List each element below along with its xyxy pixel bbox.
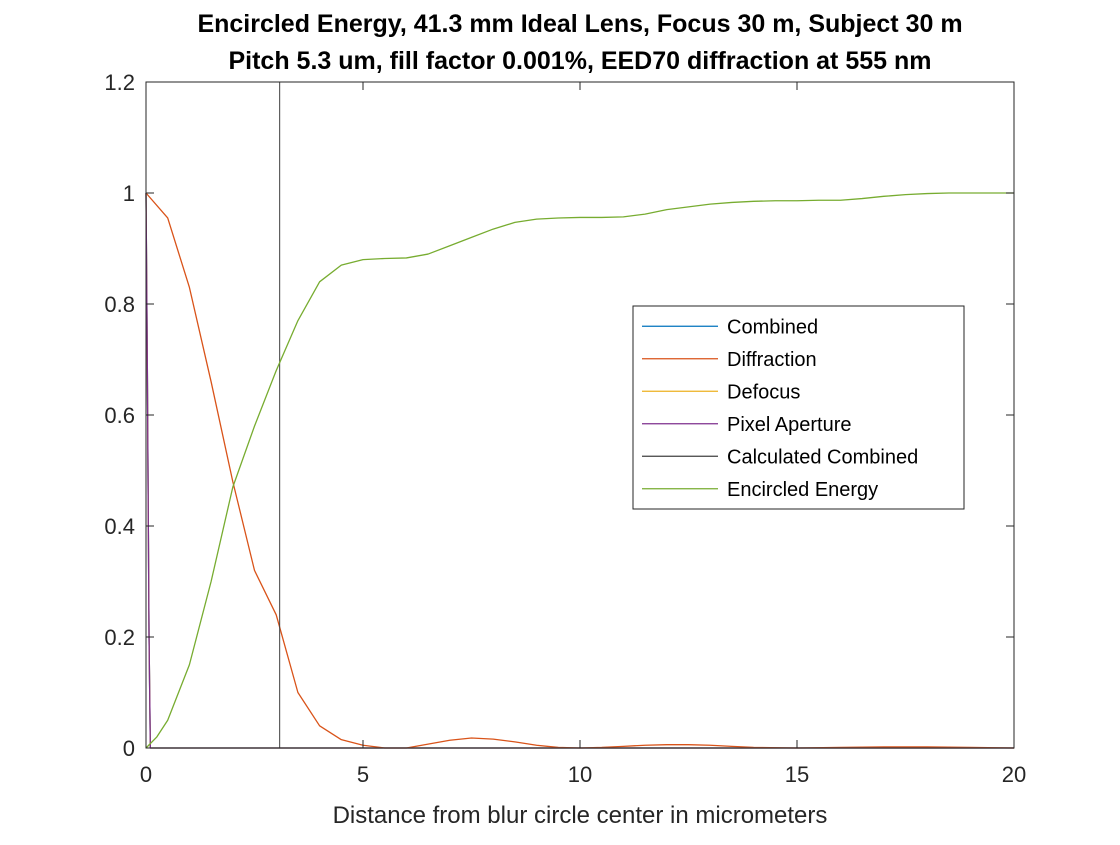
y-tick-label: 1 [123,181,135,206]
x-tick-label: 0 [140,762,152,787]
legend-label-calculated-combined: Calculated Combined [727,446,918,468]
legend-label-diffraction: Diffraction [727,349,817,371]
ticks: 0 5 10 15 20 0 0.2 0.4 0.6 0.8 1 1.2 [104,70,1026,787]
y-tick-label: 0.8 [104,292,135,317]
y-tick-label: 0 [123,736,135,761]
legend-label-encircled-energy: Encircled Energy [727,479,878,501]
chart-title: Encircled Energy, 41.3 mm Ideal Lens, Fo… [197,10,962,38]
x-tick-label: 15 [785,762,809,787]
legend-label-combined: Combined [727,316,818,338]
y-tick-label: 0.6 [104,403,135,428]
y-tick-label: 1.2 [104,70,135,95]
legend-label-defocus: Defocus [727,381,800,403]
legend-label-pixel-aperture: Pixel Aperture [727,414,852,436]
series-line-encircled-energy [145,192,1014,749]
chart-subtitle: Pitch 5.3 um, fill factor 0.001%, EED70 … [228,47,931,75]
x-tick-label: 20 [1002,762,1026,787]
y-tick-label: 0.2 [104,625,135,650]
x-tick-label: 5 [357,762,369,787]
x-tick-label: 10 [568,762,592,787]
y-tick-label: 0.4 [104,514,135,539]
legend: Combined Diffraction Defocus Pixel Aperture… [632,305,965,510]
x-axis-label: Distance from blur circle center in micr… [333,802,828,829]
legend-box [632,305,965,510]
